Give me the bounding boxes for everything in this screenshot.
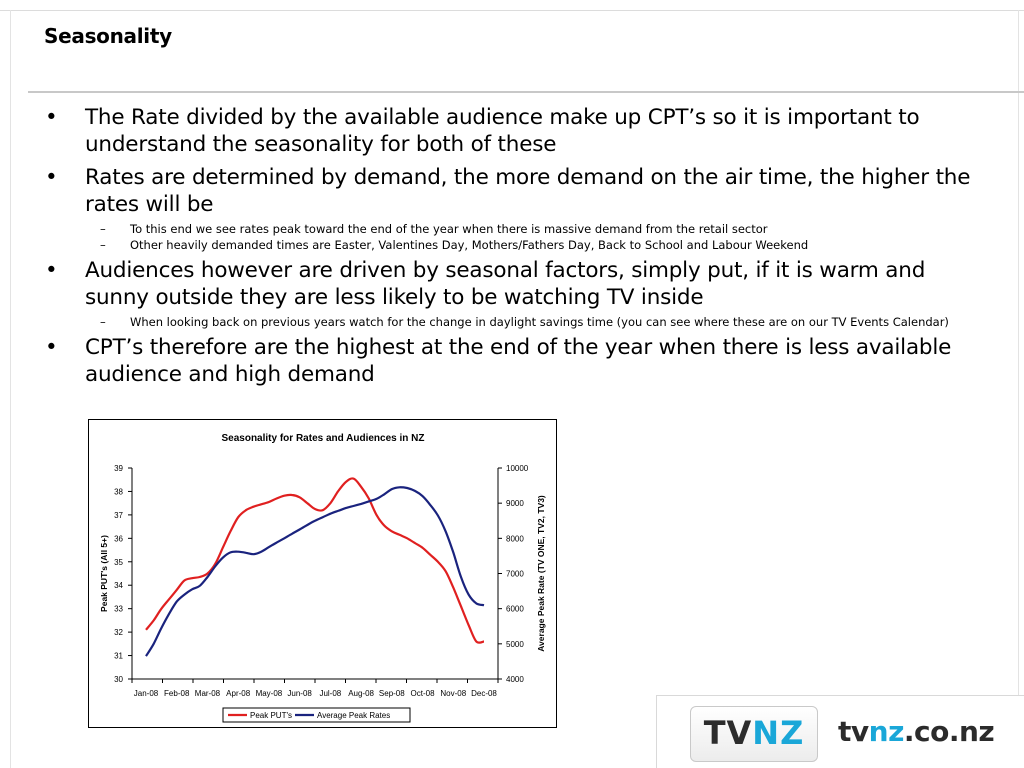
- bullet-text: CPT’s therefore are the highest at the e…: [85, 335, 952, 387]
- tvnz-url: tvnz.co.nz: [838, 715, 995, 748]
- right-tick-label: 10000: [506, 464, 529, 473]
- left-tick-label: 36: [114, 534, 123, 543]
- chart-title: Seasonality for Rates and Audiences in N…: [221, 433, 424, 444]
- right-tick-label: 5000: [506, 640, 524, 649]
- sub-bullet-text: To this end we see rates peak toward the…: [130, 222, 768, 236]
- title-divider: [28, 91, 1024, 93]
- left-tick-group: 30 31 32 33 34 35 36 37 38 39: [114, 464, 132, 684]
- bullet-glyph: •: [45, 165, 58, 190]
- x-tick-label: Dec-08: [471, 689, 497, 698]
- dash-glyph: –: [100, 238, 106, 252]
- left-tick-label: 33: [114, 605, 123, 614]
- sub-bullet-text: When looking back on previous years watc…: [130, 315, 949, 329]
- seasonality-chart: Seasonality for Rates and Audiences in N…: [88, 419, 557, 728]
- slide-title: Seasonality: [44, 24, 172, 48]
- left-rule: [10, 10, 11, 768]
- bullet-glyph: •: [45, 258, 58, 283]
- right-tick-label: 8000: [506, 534, 524, 543]
- logo-nz-text: NZ: [752, 714, 805, 752]
- bullet-glyph: •: [45, 105, 58, 130]
- x-tick-label: Mar-08: [195, 689, 221, 698]
- x-tick-label: Nov-08: [440, 689, 466, 698]
- sub-bullet-item: – When looking back on previous years wa…: [44, 315, 974, 329]
- chart-svg: Seasonality for Rates and Audiences in N…: [99, 433, 546, 723]
- sub-bullet-item: – Other heavily demanded times are Easte…: [44, 238, 974, 252]
- dash-glyph: –: [100, 315, 106, 329]
- bullet-item: • Audiences however are driven by season…: [44, 257, 974, 311]
- url-nz-text: nz: [868, 715, 905, 748]
- left-tick-label: 38: [114, 487, 123, 496]
- sub-bullet-text: Other heavily demanded times are Easter,…: [130, 238, 809, 252]
- x-tick-label: Jun-08: [287, 689, 312, 698]
- x-tick-label: Apr-08: [226, 689, 251, 698]
- bullet-text: Audiences however are driven by seasonal…: [85, 258, 926, 310]
- bullet-list: • The Rate divided by the available audi…: [44, 104, 974, 388]
- left-axis-label: Peak PUT's (All 5+): [99, 535, 109, 612]
- x-tick-label: May-08: [256, 689, 283, 698]
- sub-bullet-item: – To this end we see rates peak toward t…: [44, 222, 974, 236]
- right-rule: [1018, 10, 1019, 768]
- left-tick-label: 34: [114, 581, 123, 590]
- bullet-text: The Rate divided by the available audien…: [85, 105, 920, 157]
- top-rule: [0, 10, 1024, 11]
- x-tick-label: Aug-08: [348, 689, 374, 698]
- peak-puts-line: [145, 477, 485, 644]
- left-tick-label: 32: [114, 628, 123, 637]
- url-rest-text: .co.nz: [903, 715, 995, 748]
- x-tick-label: Jul-08: [319, 689, 341, 698]
- right-tick-label: 6000: [506, 605, 524, 614]
- bullet-text: Rates are determined by demand, the more…: [85, 165, 971, 217]
- legend-label-peak-puts: Peak PUT's: [250, 711, 292, 720]
- right-tick-label: 7000: [506, 570, 524, 579]
- tvnz-logo: TVNZ: [691, 714, 817, 752]
- left-tick-label: 35: [114, 558, 123, 567]
- logo-tv-text: TV: [703, 714, 753, 752]
- bullet-item: • CPT’s therefore are the highest at the…: [44, 334, 974, 388]
- tvnz-logo-badge: TVNZ: [690, 706, 818, 762]
- x-tick-label: Jan-08: [134, 689, 159, 698]
- dash-glyph: –: [100, 222, 106, 236]
- left-tick-label: 30: [114, 675, 123, 684]
- legend-box: [222, 707, 411, 723]
- url-tv-text: tv: [838, 715, 869, 748]
- left-tick-label: 37: [114, 511, 123, 520]
- right-tick-label: 9000: [506, 499, 524, 508]
- legend-label-average-peak-rates: Average Peak Rates: [317, 711, 390, 720]
- bullet-item: • Rates are determined by demand, the mo…: [44, 164, 974, 218]
- bullet-glyph: •: [45, 335, 58, 360]
- chart-legend: Peak PUT's Average Peak Rates: [222, 707, 411, 723]
- average-peak-rates-line: [145, 486, 485, 657]
- right-axis-label: Average Peak Rate (TV ONE, TV2, TV3): [536, 495, 546, 652]
- x-tick-label: Oct-08: [411, 689, 436, 698]
- series-group: [145, 477, 485, 657]
- x-tick-label: Sep-08: [379, 689, 405, 698]
- bullet-item: • The Rate divided by the available audi…: [44, 104, 974, 158]
- x-tick-label: Feb-08: [164, 689, 190, 698]
- right-tick-group: 4000 5000 6000 7000 8000 9000 10000: [498, 464, 529, 684]
- right-tick-label: 4000: [506, 675, 524, 684]
- left-tick-label: 31: [114, 652, 123, 661]
- left-tick-label: 39: [114, 464, 123, 473]
- x-tick-group: Jan-08 Feb-08 Mar-08 Apr-08 May-08 Jun-08 Jul-…: [131, 679, 499, 698]
